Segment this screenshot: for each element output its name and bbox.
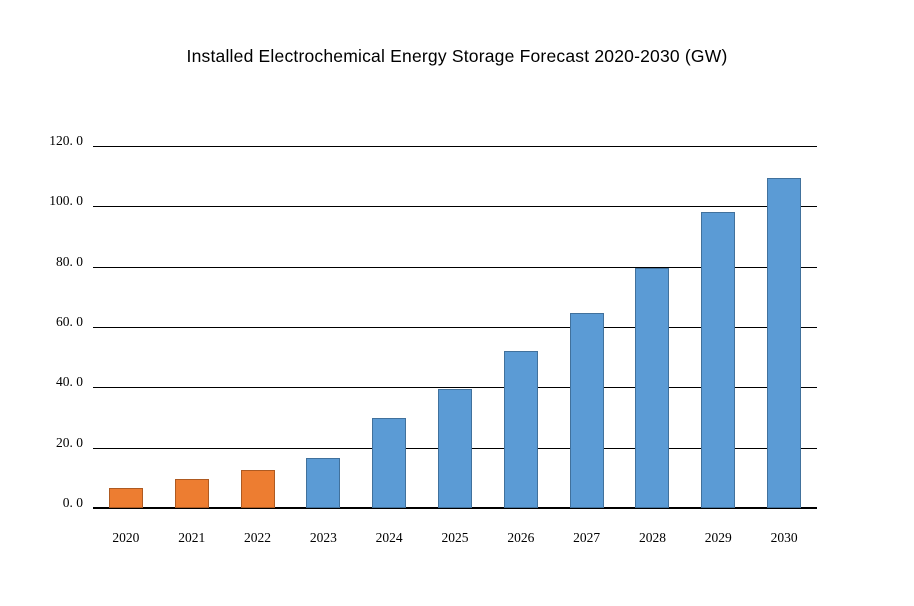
gridline (93, 146, 817, 147)
bar-2027 (569, 313, 604, 508)
bar-2024 (372, 417, 407, 508)
y-tick-label: 60. 0 (56, 314, 83, 329)
bar-2020 (108, 487, 143, 508)
y-tick-label: 20. 0 (56, 434, 83, 450)
x-tick-label: 2024 (375, 530, 403, 545)
x-tick-label: 2023 (309, 530, 337, 545)
bar-2021 (174, 479, 209, 508)
bar-2022 (240, 470, 275, 508)
x-tick-label: 2021 (178, 530, 206, 545)
x-tick-label: 2020 (112, 530, 140, 545)
y-tick-label: 0. 0 (62, 495, 83, 510)
y-tick-label: 120. 0 (49, 133, 83, 148)
x-tick-label: 2026 (507, 530, 535, 545)
x-tick-label: 2029 (704, 530, 732, 545)
bar-2029 (701, 212, 736, 508)
x-tick-label: 2022 (244, 530, 272, 545)
x-tick-label: 2025 (441, 530, 469, 545)
y-tick-label: 40. 0 (56, 374, 83, 390)
gridline (93, 266, 817, 268)
gridline (93, 387, 817, 389)
bar-2023 (306, 458, 341, 508)
y-tick-label: 100. 0 (49, 193, 83, 209)
bar-2026 (503, 351, 538, 508)
x-tick-label: 2027 (573, 530, 601, 545)
x-tick-label: 2028 (638, 530, 666, 545)
gridline (93, 206, 817, 208)
chart-title: Installed Electrochemical Energy Storage… (186, 46, 728, 66)
bar-2025 (438, 388, 472, 508)
y-tick-label: 80. 0 (56, 253, 83, 269)
bar-2030 (767, 177, 802, 508)
x-axis-line (93, 507, 817, 509)
x-tick-label: 2030 (770, 530, 798, 545)
bar-2028 (635, 268, 670, 508)
gridline (93, 327, 817, 328)
